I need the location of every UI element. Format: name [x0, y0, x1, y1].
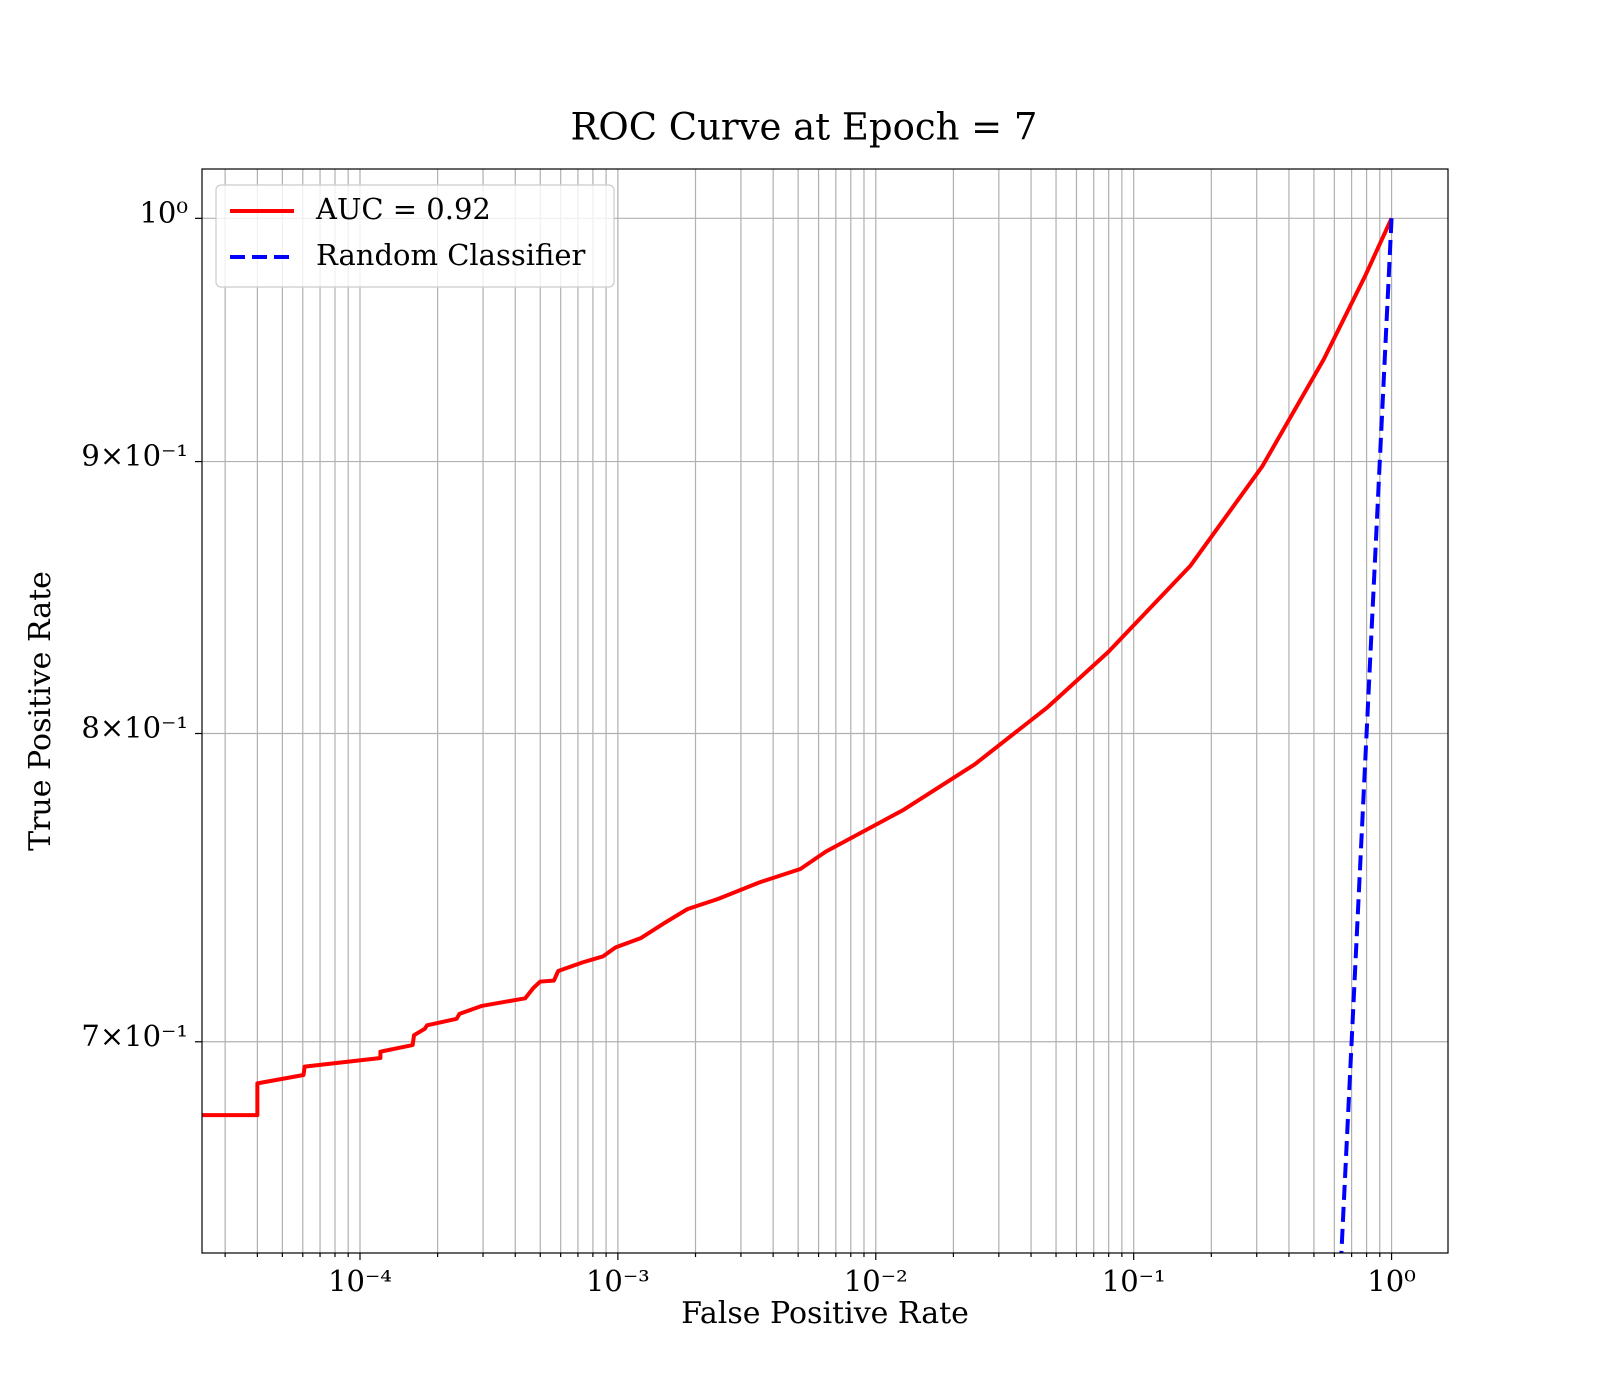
y-tick-label: 7×10⁻¹: [81, 1019, 188, 1053]
x-tick-label: 10⁻³: [586, 1264, 650, 1298]
y-tick-label: 8×10⁻¹: [81, 711, 188, 745]
x-tick-label: 10⁻⁴: [328, 1264, 392, 1298]
legend-label: Random Classifier: [316, 238, 586, 272]
grid: [202, 169, 1448, 1253]
plot-area: [202, 217, 1394, 1253]
legend: AUC = 0.92 Random Classifier: [215, 184, 615, 288]
axes-frame: [201, 168, 1449, 1254]
x-tick-label: 10⁻²: [844, 1264, 908, 1298]
x-tick-label: 10⁻¹: [1102, 1264, 1166, 1298]
legend-label: AUC = 0.92: [315, 192, 491, 226]
y-tick-label: 10⁰: [139, 195, 188, 229]
y-axis-label: True Positive Rate: [23, 571, 58, 851]
y-tick-label: 9×10⁻¹: [81, 439, 188, 473]
chart-title: ROC Curve at Epoch = 7: [571, 106, 1038, 149]
legend-box: [215, 184, 615, 288]
ticks: 10⁻⁴ 10⁻³ 10⁻² 10⁻¹ 10⁰ 7×10⁻¹ 8×10⁻¹ 9×10⁻¹ 10⁰: [81, 195, 1415, 1298]
x-tick-label: 10⁰: [1367, 1264, 1416, 1298]
x-axis-label: False Positive Rate: [681, 1296, 969, 1331]
series-line: [202, 217, 1394, 1118]
